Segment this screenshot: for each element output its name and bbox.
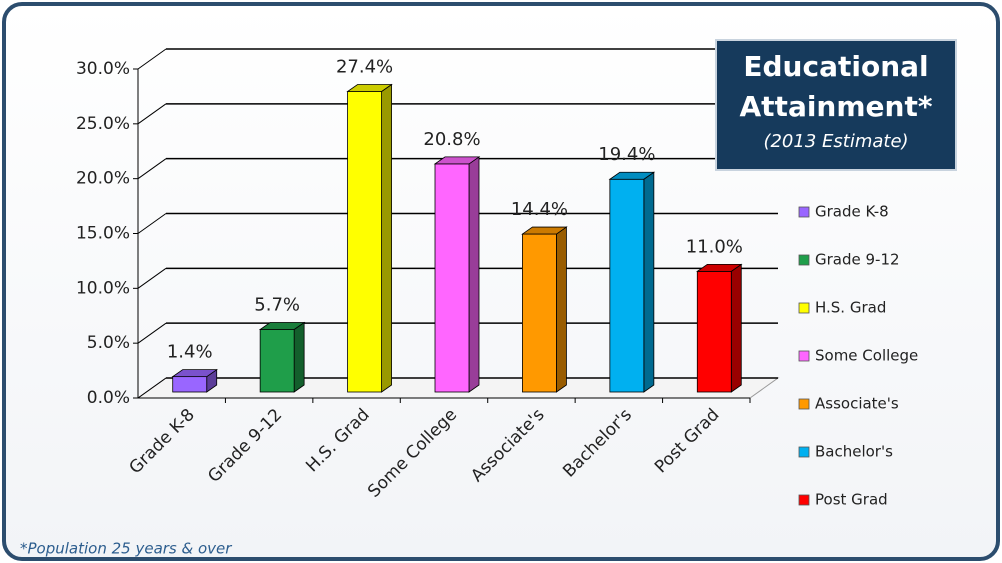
bar-top bbox=[696, 263, 743, 272]
y-tick-label: 5.0% bbox=[87, 333, 130, 353]
legend-swatch bbox=[798, 446, 810, 458]
data-label: 14.4% bbox=[511, 199, 568, 220]
chart-title: Educational bbox=[743, 50, 928, 83]
legend-swatch bbox=[798, 494, 810, 506]
data-label: 1.4% bbox=[167, 342, 213, 363]
bar bbox=[172, 376, 208, 393]
legend-swatch bbox=[798, 254, 810, 266]
y-tick-label: 30.0% bbox=[76, 59, 130, 79]
footnote: *Population 25 years & over bbox=[20, 540, 232, 558]
grid-line bbox=[137, 158, 167, 180]
bar bbox=[434, 163, 470, 393]
bar-side bbox=[468, 156, 480, 393]
bar-side bbox=[556, 226, 567, 393]
y-tick-label: 15.0% bbox=[76, 224, 130, 244]
bar-top bbox=[346, 84, 393, 92]
data-label: 5.7% bbox=[254, 294, 300, 315]
bar-top bbox=[433, 156, 481, 165]
bar-top bbox=[521, 226, 568, 235]
bar bbox=[347, 91, 382, 393]
data-label: 19.4% bbox=[598, 144, 655, 165]
bar-side bbox=[293, 321, 305, 393]
chart-subtitle: (2013 Estimate) bbox=[763, 131, 908, 152]
data-label: 27.4% bbox=[336, 57, 393, 78]
title-box bbox=[715, 39, 957, 171]
bar-side bbox=[643, 171, 655, 393]
y-tick-label: 25.0% bbox=[76, 114, 130, 134]
y-tick-label: 10.0% bbox=[76, 278, 130, 298]
legend-label: Bachelor's bbox=[815, 443, 893, 461]
data-label: 11.0% bbox=[686, 236, 743, 257]
grid-line bbox=[137, 103, 167, 125]
data-label: 20.8% bbox=[423, 129, 480, 150]
legend-label: H.S. Grad bbox=[815, 299, 886, 317]
grid-line bbox=[137, 322, 167, 344]
legend-label: Grade 9-12 bbox=[815, 251, 900, 269]
bar-top bbox=[171, 369, 218, 378]
legend-label: Grade K-8 bbox=[815, 203, 889, 221]
bar bbox=[522, 233, 557, 393]
legend-label: Associate's bbox=[815, 395, 899, 413]
legend-swatch bbox=[798, 398, 810, 410]
legend-label: Some College bbox=[815, 347, 918, 365]
grid-line bbox=[137, 213, 167, 234]
grid-line bbox=[137, 377, 167, 399]
legend-swatch bbox=[798, 206, 810, 218]
bar-top bbox=[258, 322, 306, 330]
y-tick-label: 0.0% bbox=[87, 388, 130, 408]
legend-swatch bbox=[798, 302, 810, 314]
chart-title: Attainment* bbox=[740, 90, 933, 123]
bar-side bbox=[730, 263, 742, 393]
bar bbox=[609, 178, 645, 393]
legend-label: Post Grad bbox=[815, 491, 888, 509]
bar-top bbox=[608, 171, 656, 180]
bar bbox=[696, 270, 732, 393]
bar-side bbox=[381, 83, 392, 393]
bar bbox=[259, 329, 295, 393]
legend-swatch bbox=[798, 350, 810, 362]
grid-line bbox=[137, 48, 167, 70]
grid-line bbox=[137, 267, 167, 289]
y-tick-label: 20.0% bbox=[76, 169, 130, 189]
